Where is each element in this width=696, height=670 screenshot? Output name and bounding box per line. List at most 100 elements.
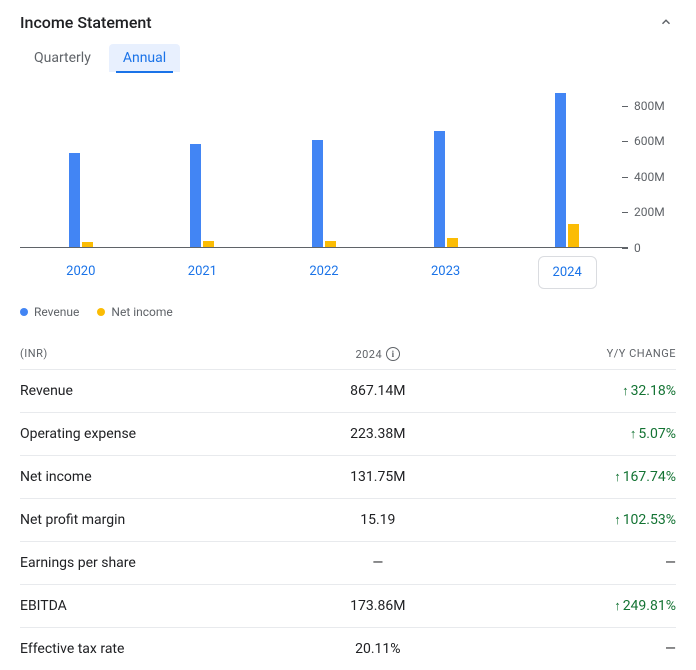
bar-group-2020[interactable] xyxy=(69,153,93,247)
up-arrow-icon: ↑ xyxy=(614,598,621,614)
change-text: 249.81% xyxy=(623,598,676,614)
change-text: 5.07% xyxy=(638,426,676,442)
table-row: Operating expense223.38M↑5.07% xyxy=(20,412,676,455)
bar-net-income-2023 xyxy=(447,238,458,247)
ytick-mark xyxy=(622,248,628,249)
year-selector-2020[interactable]: 2020 xyxy=(52,256,109,287)
metric-change: ↑32.18% xyxy=(477,383,676,399)
metric-value: — xyxy=(278,555,477,571)
info-icon[interactable]: i xyxy=(386,347,400,361)
bar-revenue-2024 xyxy=(555,93,566,247)
metric-change: — xyxy=(477,555,676,571)
income-statement-panel: Income Statement QuarterlyAnnual 0 200M 40… xyxy=(0,0,696,670)
table-row: Earnings per share—— xyxy=(20,541,676,584)
up-arrow-icon: ↑ xyxy=(614,512,621,528)
year-label: 2024 xyxy=(355,348,382,361)
ytick-mark xyxy=(622,212,628,213)
ytick-mark xyxy=(622,177,628,178)
metric-name: EBITDA xyxy=(20,598,278,614)
legend-dot-icon xyxy=(20,308,28,316)
up-arrow-icon: ↑ xyxy=(614,469,621,485)
table-header: (INR) 2024 i Y/Y CHANGE xyxy=(20,339,676,369)
change-text: — xyxy=(665,555,676,571)
metric-value: 173.86M xyxy=(278,598,477,614)
table-row: Net profit margin15.19↑102.53% xyxy=(20,498,676,541)
year-selector-2023[interactable]: 2023 xyxy=(417,256,474,287)
bar-net-income-2021 xyxy=(203,241,214,247)
change-text: — xyxy=(665,641,676,657)
ytick-mark xyxy=(622,106,628,107)
bar-net-income-2024 xyxy=(568,224,579,247)
change-text: 102.53% xyxy=(623,512,676,528)
legend-item-revenue[interactable]: Revenue xyxy=(20,305,79,319)
metric-name: Effective tax rate xyxy=(20,641,278,657)
up-arrow-icon: ↑ xyxy=(622,383,629,399)
metric-name: Net income xyxy=(20,469,278,485)
ytick-label: 200M xyxy=(634,205,665,219)
bar-net-income-2022 xyxy=(325,241,336,247)
bar-net-income-2020 xyxy=(82,242,93,247)
panel-title: Income Statement xyxy=(20,13,152,32)
collapse-icon[interactable] xyxy=(656,12,676,32)
metric-value: 867.14M xyxy=(278,383,477,399)
table-row: Effective tax rate20.11% — xyxy=(20,627,676,670)
year-column-header: 2024 i xyxy=(278,347,477,361)
xlabel-wrap: 2024 xyxy=(506,256,628,289)
metric-value: 15.19 xyxy=(278,512,477,528)
change-text: 167.74% xyxy=(623,469,676,485)
metric-value: 223.38M xyxy=(278,426,477,442)
chart-plot xyxy=(20,88,628,248)
metric-change: ↑249.81% xyxy=(477,598,676,614)
chart-yaxis: 0200M400M600M800M xyxy=(628,88,676,248)
xlabel-wrap: 2020 xyxy=(20,256,142,289)
ytick-label: 600M xyxy=(634,134,665,148)
legend-label: Net income xyxy=(111,305,172,319)
year-selector-2024[interactable]: 2024 xyxy=(538,256,597,289)
table-body: Revenue867.14M↑32.18%Operating expense22… xyxy=(20,369,676,670)
xlabel-wrap: 2021 xyxy=(142,256,264,289)
chart-xaxis: 2020 2021 2022 2023 2024 xyxy=(20,256,676,289)
panel-header: Income Statement xyxy=(20,8,676,44)
ytick-label: 800M xyxy=(634,99,665,113)
change-column-header: Y/Y CHANGE xyxy=(477,347,676,361)
ytick-label: 0 xyxy=(634,241,641,255)
bar-group-2024[interactable] xyxy=(555,93,579,247)
xlabel-wrap: 2022 xyxy=(263,256,385,289)
currency-label: (INR) xyxy=(20,347,278,361)
metric-name: Net profit margin xyxy=(20,512,278,528)
metric-name: Operating expense xyxy=(20,426,278,442)
table-row: Revenue867.14M↑32.18% xyxy=(20,369,676,412)
metric-change: ↑102.53% xyxy=(477,512,676,528)
metric-value: 20.11% xyxy=(278,641,477,657)
metric-value: 131.75M xyxy=(278,469,477,485)
table-row: EBITDA173.86M↑249.81% xyxy=(20,584,676,627)
year-selector-2021[interactable]: 2021 xyxy=(174,256,231,287)
bar-revenue-2020 xyxy=(69,153,80,247)
ytick-label: 400M xyxy=(634,170,665,184)
metric-change: — xyxy=(477,641,676,657)
bar-group-2022[interactable] xyxy=(312,140,336,247)
legend-dot-icon xyxy=(97,308,105,316)
bar-group-2021[interactable] xyxy=(190,144,214,247)
metric-name: Revenue xyxy=(20,383,278,399)
period-tabs: QuarterlyAnnual xyxy=(20,44,676,72)
change-text: 32.18% xyxy=(631,383,676,399)
legend-label: Revenue xyxy=(34,305,79,319)
bar-revenue-2021 xyxy=(190,144,201,247)
metric-change: ↑5.07% xyxy=(477,426,676,442)
up-arrow-icon: ↑ xyxy=(630,426,637,442)
chart-legend: Revenue Net income xyxy=(20,305,676,319)
ytick-mark xyxy=(622,141,628,142)
metric-change: ↑167.74% xyxy=(477,469,676,485)
metric-name: Earnings per share xyxy=(20,555,278,571)
bar-revenue-2022 xyxy=(312,140,323,247)
chart-area: 0200M400M600M800M xyxy=(20,88,676,248)
bar-group-2023[interactable] xyxy=(434,131,458,247)
bar-revenue-2023 xyxy=(434,131,445,247)
tab-annual[interactable]: Annual xyxy=(109,44,180,72)
tab-quarterly[interactable]: Quarterly xyxy=(20,44,105,72)
legend-item-net-income[interactable]: Net income xyxy=(97,305,172,319)
year-selector-2022[interactable]: 2022 xyxy=(295,256,352,287)
xlabel-wrap: 2023 xyxy=(385,256,507,289)
table-row: Net income131.75M↑167.74% xyxy=(20,455,676,498)
